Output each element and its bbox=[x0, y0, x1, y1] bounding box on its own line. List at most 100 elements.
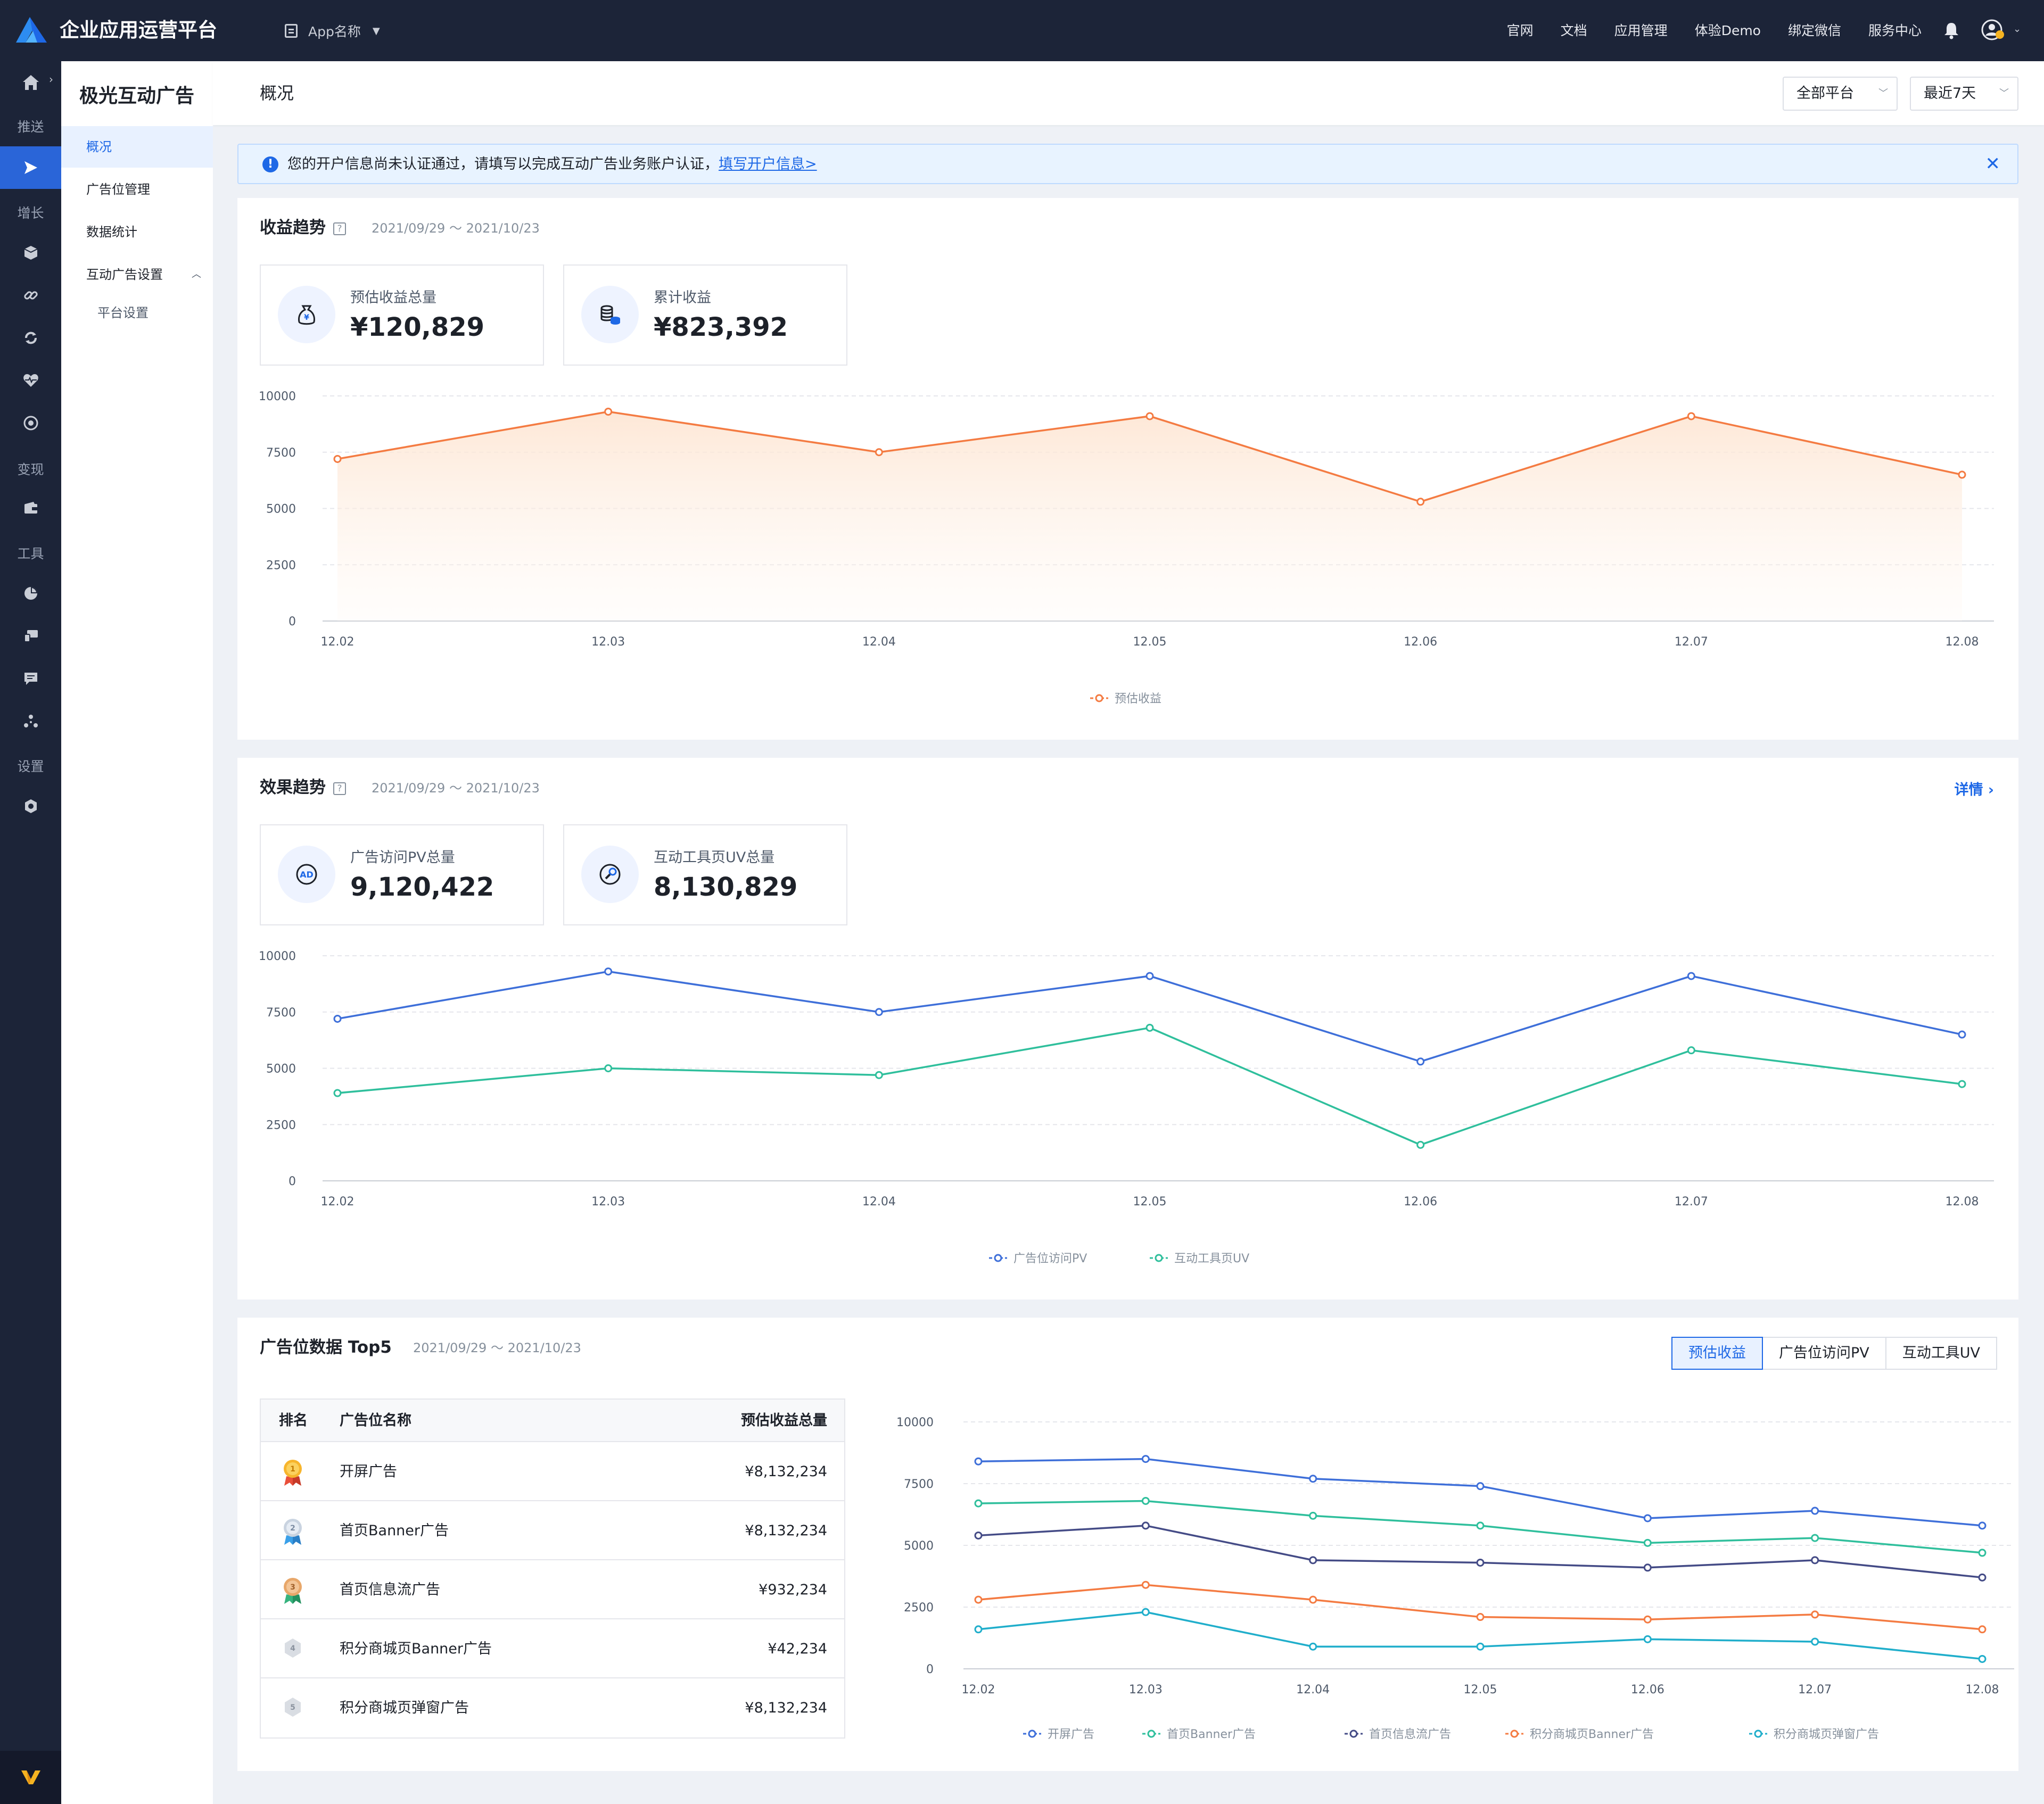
chevron-right-icon: › bbox=[1988, 782, 1994, 798]
rank-badge-icon: 5 bbox=[285, 1698, 301, 1717]
info-icon: ! bbox=[262, 156, 278, 172]
tab-ad-slot-pv[interactable]: 广告位访问PV bbox=[1762, 1337, 1886, 1370]
stat-label: 互动工具页UV总量 bbox=[654, 849, 775, 866]
nav-link-docs[interactable]: 文档 bbox=[1560, 23, 1587, 38]
column-rank: 排名 bbox=[279, 1412, 308, 1429]
metric-tabs: 预估收益 广告位访问PV 互动工具UV bbox=[1671, 1337, 1997, 1370]
x-tick-label: 12.06 bbox=[1631, 1683, 1664, 1697]
pie-chart-icon[interactable] bbox=[0, 572, 61, 615]
data-point bbox=[604, 967, 613, 976]
vendor-logo[interactable] bbox=[0, 1751, 61, 1804]
close-icon[interactable]: ✕ bbox=[1985, 153, 2001, 175]
x-tick-label: 12.07 bbox=[1798, 1683, 1832, 1697]
x-tick-label: 12.03 bbox=[591, 635, 625, 649]
date-range-select[interactable]: 最近7天 ﹀ bbox=[1910, 77, 2018, 111]
settings-gear-icon[interactable] bbox=[0, 785, 61, 827]
series-line bbox=[978, 1525, 1983, 1579]
slot-value: ¥8,132,234 bbox=[745, 1522, 827, 1539]
devices-icon[interactable] bbox=[0, 615, 61, 657]
data-point bbox=[1811, 1507, 1819, 1515]
subnav-item-overview[interactable]: 概况 bbox=[61, 126, 213, 168]
column-revenue: 预估收益总量 bbox=[741, 1412, 827, 1429]
y-tick-label: 2500 bbox=[266, 559, 296, 572]
ad-slot-top5-chart: 0 2500 5000 7500 10000 12.02 12.03 12.04 12.05 12… bbox=[896, 1416, 2014, 1741]
series-line bbox=[337, 1027, 1963, 1146]
home-icon[interactable] bbox=[0, 61, 61, 104]
x-tick-label: 12.03 bbox=[1129, 1683, 1163, 1697]
sidebar-group-growth: 增长 bbox=[17, 205, 44, 221]
table-row[interactable]: 1 开屏广告 ¥8,132,234 bbox=[261, 1442, 844, 1501]
expand-sidebar-icon[interactable]: › bbox=[49, 73, 53, 86]
nav-link-bind-wechat[interactable]: 绑定微信 bbox=[1787, 23, 1841, 38]
subnav-item-platform-settings[interactable]: 平台设置 bbox=[97, 305, 149, 320]
effect-detail-link[interactable]: 详情 › bbox=[1954, 778, 1994, 799]
module-sidebar: › 推送 增长 变现 工具 设置 bbox=[0, 61, 61, 1804]
subnav-item-data-statistics[interactable]: 数据统计 bbox=[86, 225, 137, 239]
package-icon[interactable] bbox=[0, 231, 61, 274]
notice-text: 您的开户信息尚未认证通过，请填写以完成互动广告业务账户认证，填写开户信息> bbox=[287, 154, 817, 175]
table-row[interactable]: 5 积分商城页弹窗广告 ¥8,132,234 bbox=[261, 1678, 844, 1737]
table-row[interactable]: 2 首页Banner广告 ¥8,132,234 bbox=[261, 1501, 844, 1560]
subnav-item-interactive-ad-settings[interactable]: 互动广告设置 ︿ bbox=[61, 254, 213, 295]
svg-text:2: 2 bbox=[290, 1524, 295, 1533]
tab-tool-uv[interactable]: 互动工具UV bbox=[1885, 1337, 1997, 1370]
data-point bbox=[875, 1071, 883, 1079]
table-row[interactable]: 4 积分商城页Banner广告 ¥42,234 bbox=[261, 1619, 844, 1678]
data-point bbox=[604, 1064, 613, 1072]
push-send-icon[interactable] bbox=[0, 146, 61, 189]
table-header: 排名 广告位名称 预估收益总量 bbox=[261, 1400, 844, 1442]
subnav-item-ad-slot-management[interactable]: 广告位管理 bbox=[86, 182, 150, 197]
user-avatar-icon[interactable] bbox=[1981, 18, 2005, 42]
y-tick-label: 5000 bbox=[904, 1540, 934, 1553]
svg-text:¥: ¥ bbox=[304, 313, 309, 322]
chevron-down-icon[interactable]: ⌄ bbox=[2013, 23, 2022, 35]
fill-account-info-link[interactable]: 填写开户信息> bbox=[719, 156, 817, 172]
legend-label: 首页信息流广告 bbox=[1369, 1728, 1451, 1741]
sync-icon[interactable] bbox=[0, 317, 61, 359]
nav-link-service-center[interactable]: 服务中心 bbox=[1868, 23, 1922, 38]
nav-link-home[interactable]: 官网 bbox=[1506, 23, 1534, 38]
link-icon[interactable] bbox=[0, 274, 61, 317]
stat-label: 累计收益 bbox=[654, 289, 711, 306]
bronze-medal-icon: 3 bbox=[284, 1578, 302, 1604]
bell-icon[interactable] bbox=[1943, 21, 1960, 39]
heart-pulse-icon[interactable] bbox=[0, 359, 61, 402]
data-point bbox=[604, 408, 613, 416]
chevron-up-icon: ︿ bbox=[192, 269, 201, 280]
data-point bbox=[1476, 1558, 1485, 1567]
svg-text:AD: AD bbox=[300, 870, 314, 880]
platform-select[interactable]: 全部平台 ﹀ bbox=[1783, 77, 1898, 111]
data-point bbox=[875, 448, 883, 457]
top-nav: 官网 文档 应用管理 体验Demo 绑定微信 服务中心 bbox=[1480, 20, 1922, 42]
wallet-icon[interactable] bbox=[0, 487, 61, 529]
app-selector[interactable]: App名称 ▼ bbox=[285, 19, 380, 43]
table-row[interactable]: 3 首页信息流广告 ¥932,234 bbox=[261, 1560, 844, 1619]
nav-link-demo[interactable]: 体验Demo bbox=[1694, 23, 1761, 38]
help-icon[interactable]: ? bbox=[333, 222, 346, 235]
slot-value: ¥8,132,234 bbox=[745, 1463, 827, 1480]
data-point bbox=[1643, 1615, 1652, 1624]
stat-card-tool-uv: 互动工具页UV总量 8,130,829 bbox=[563, 824, 847, 925]
brand-logo[interactable] bbox=[14, 15, 49, 45]
legend-label: 互动工具页UV bbox=[1174, 1252, 1249, 1265]
network-icon[interactable] bbox=[0, 700, 61, 742]
top5-title: 广告位数据 Top5 bbox=[260, 1338, 392, 1357]
revenue-trend-title-text: 收益趋势 bbox=[260, 218, 326, 237]
x-tick-label: 12.02 bbox=[321, 635, 355, 649]
legend-label: 广告位访问PV bbox=[1013, 1252, 1087, 1265]
help-icon[interactable]: ? bbox=[333, 782, 346, 795]
tab-estimated-revenue[interactable]: 预估收益 bbox=[1671, 1337, 1763, 1370]
legend-marker-dot bbox=[1147, 1729, 1156, 1738]
subnav-item-label: 互动广告设置 bbox=[86, 267, 163, 282]
data-point bbox=[974, 1531, 983, 1540]
data-point bbox=[1811, 1610, 1819, 1619]
y-tick-label: 5000 bbox=[266, 1063, 296, 1076]
nav-link-app-management[interactable]: 应用管理 bbox=[1614, 23, 1668, 38]
x-tick-label: 12.08 bbox=[1966, 1683, 1999, 1697]
target-icon[interactable] bbox=[0, 402, 61, 444]
data-point bbox=[1141, 1521, 1150, 1530]
subnav-title: 极光互动广告 bbox=[79, 85, 195, 107]
top-bar: 企业应用运营平台 App名称 ▼ 官网 文档 应用管理 体验Demo 绑定微信 … bbox=[0, 0, 2044, 61]
message-icon[interactable] bbox=[0, 657, 61, 700]
legend-marker-dot bbox=[1510, 1729, 1519, 1738]
